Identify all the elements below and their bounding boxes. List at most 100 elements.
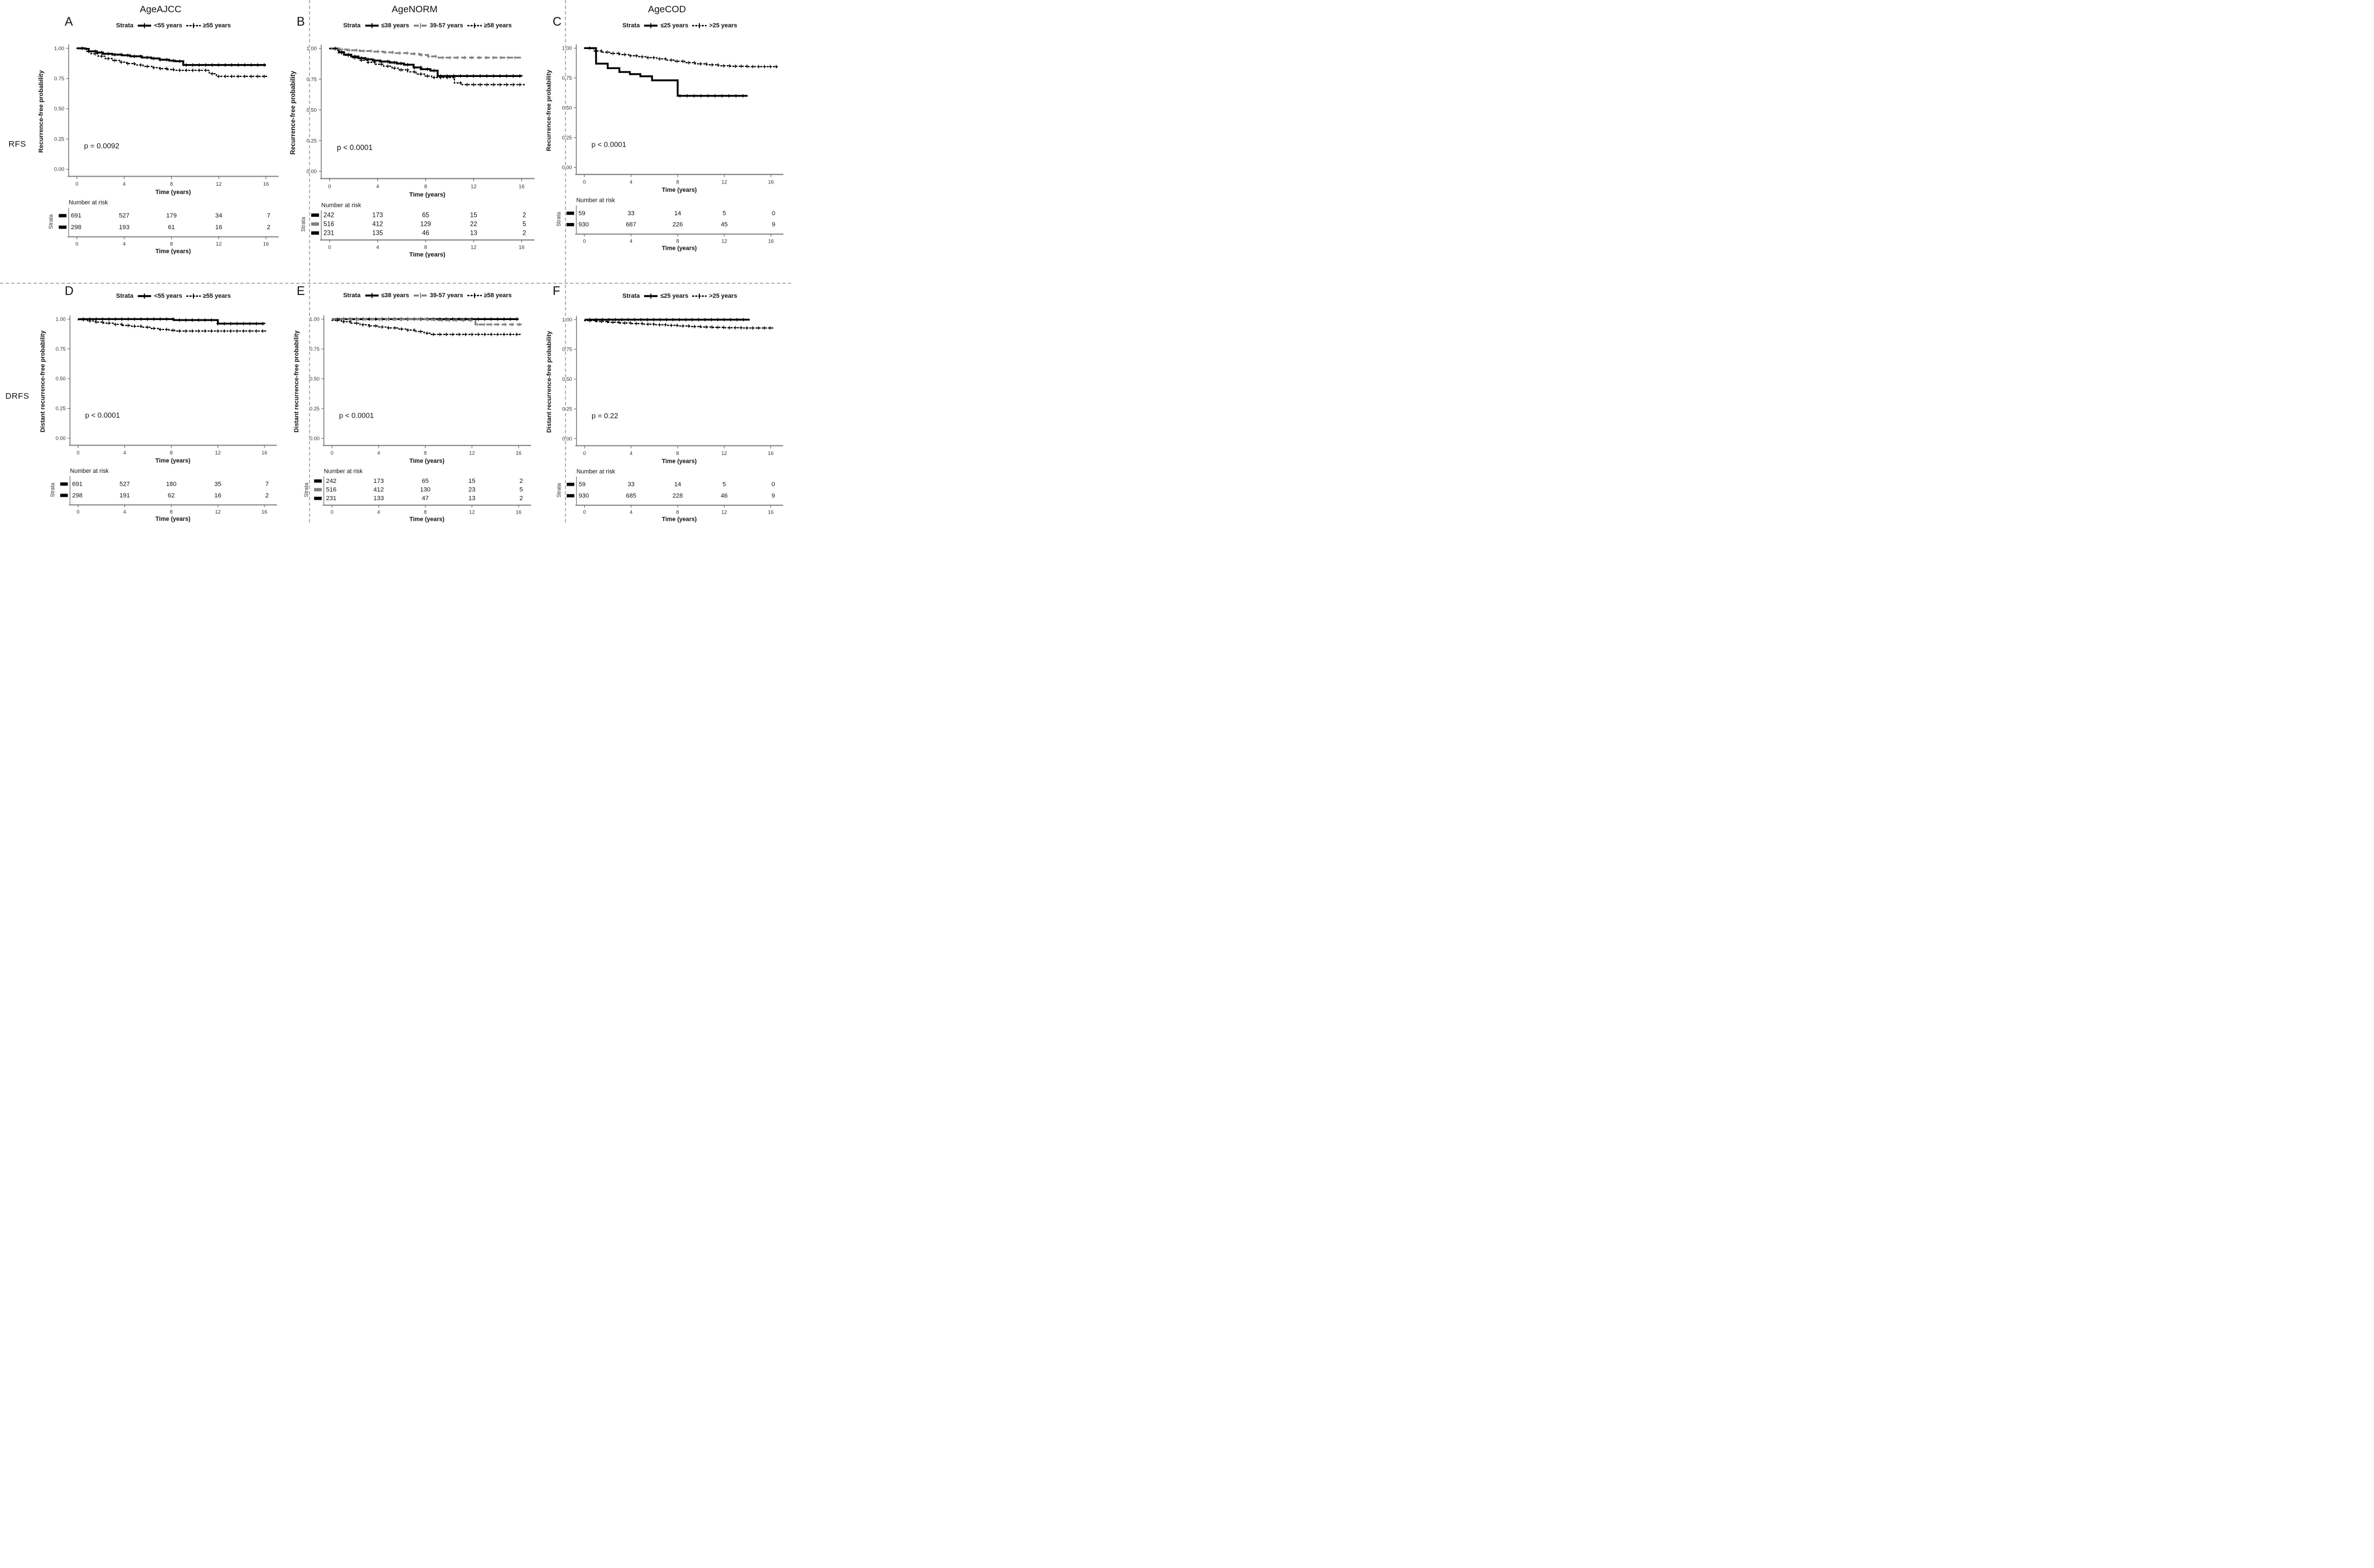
x-axis-title: Time (years) [156,189,191,196]
risk-value: 2 [519,495,523,502]
risk-value: 13 [468,495,475,502]
risk-table-title: Number at risk [321,202,361,209]
panel-c: AgeCOD C Strata ≤25 years >25 years 0.00 0… [543,0,791,283]
legend-entry-label: ≤38 years [381,22,409,29]
legend-key-solid-line-icon [138,293,152,299]
column-divider-1 [309,0,310,522]
risk-value: 180 [166,481,177,488]
risk-value: 46 [422,230,429,236]
y-axis-title: Distant recurrence-free probability [293,330,300,433]
y-tick-label: 0.75 [307,76,317,83]
risk-value: 5 [723,210,726,217]
risk-value: 2 [519,478,523,485]
legend-entry: ≥58 years [467,22,512,29]
y-tick-label: 0.75 [562,347,572,352]
y-tick-label: 0.50 [307,107,317,113]
risk-value: 412 [373,221,383,228]
legend-entry: ≥55 years [186,22,231,29]
panel-a: AgeAJCC A Strata <55 years ≥55 years 0.00… [35,0,287,283]
legend-key-dotted-line-icon [186,23,201,28]
risk-value: 516 [326,487,337,493]
risk-value: 242 [326,478,337,485]
legend-entry-label: >25 years [709,22,737,29]
y-tick-label: 0.00 [562,164,572,170]
y-tick-label: 1.00 [562,317,572,322]
legend-key-dotted-line-icon [467,293,482,298]
row-label-cell-drfs: DRFS [0,283,35,522]
x-tick-label: 16 [263,181,269,187]
y-tick-label: 0.75 [54,76,64,81]
legend-entry: ≥58 years [467,292,512,299]
legend-entry-label: ≤25 years [660,292,689,299]
risk-value: 133 [374,495,384,502]
risk-value: 527 [119,481,130,488]
risk-value: 13 [470,230,477,236]
p-value-label: p = 0.22 [592,412,618,420]
risk-x-tick-label: 8 [676,509,679,515]
panel-f-legend: Strata ≤25 years >25 years [544,286,790,306]
panel-a-chart: 0.00 0.25 0.50 0.75 1.00 Recurrence-free prob… [38,44,279,254]
risk-value: 65 [422,212,429,219]
risk-x-tick-label: 12 [721,509,727,515]
y-tick-label: 0.25 [562,406,572,412]
y-tick-label: 1.00 [56,317,66,322]
risk-value: 59 [578,210,585,217]
y-tick-label: 0.50 [562,376,572,382]
legend-entry-label: ≥58 years [483,22,512,29]
y-tick-label: 0.25 [56,406,66,412]
km-curve-2 [77,319,268,332]
risk-x-tick-label: 16 [262,509,267,515]
panel-f: F Strata ≤25 years >25 years 0.00 0.25 0.50… [543,283,791,522]
x-tick-label: 12 [471,183,477,190]
risk-value: 685 [626,492,636,499]
column-title-agecod: AgeCOD [647,4,686,14]
panel-c-chart: 0.00 0.25 0.50 0.75 1.00 Recurrence-free prob… [546,44,784,251]
x-tick-label: 4 [630,451,632,456]
risk-value: 173 [373,212,383,219]
risk-x-tick-label: 16 [768,238,773,244]
legend-key-dotted-line-icon [692,293,707,299]
y-tick-label: 1.00 [307,46,317,52]
legend-key-solid-line-icon [644,293,658,299]
risk-x-tick-label: 4 [123,509,126,515]
x-axis-title: Time (years) [156,458,191,464]
risk-value: 14 [674,481,681,488]
risk-x-tick-label: 12 [469,509,475,515]
risk-value: 231 [323,230,334,236]
legend-entry: <55 years [137,22,182,29]
y-tick-label: 0.50 [54,106,64,112]
x-tick-label: 16 [519,183,525,190]
risk-x-tick-label: 0 [583,509,586,515]
panel-b-letter: B [297,14,305,28]
x-axis-title: Time (years) [409,458,444,464]
panel-a-letter: A [65,14,73,28]
risk-value: 0 [772,481,775,488]
panel-e-legend: Strata ≤38 years 39-57 years ≥58 years [288,286,541,306]
y-axis-title: Recurrence-free probability [290,70,297,154]
legend-entry: 39-57 years [413,292,463,299]
risk-value: 173 [374,478,384,485]
x-tick-label: 8 [170,181,173,187]
risk-value: 687 [626,221,636,228]
y-tick-label: 0.50 [310,376,320,381]
risk-value: 61 [168,224,175,231]
y-axis-title: Recurrence-free probability [546,69,553,151]
legend-entry: >25 years [692,293,737,299]
legend-title: Strata [343,22,361,29]
risk-x-tick-label: 0 [331,509,333,515]
x-tick-label: 4 [376,183,379,190]
legend-title: Strata [343,292,361,299]
column-divider-2 [565,0,566,522]
y-tick-label: 1.00 [310,316,320,322]
risk-value: 5 [523,221,526,228]
panel-e-chart: 0.00 0.25 0.50 0.75 1.00 Distant recurrence-f… [293,315,531,522]
risk-value: 15 [470,212,477,219]
y-tick-label: 1.00 [54,46,64,51]
legend-title: Strata [622,22,640,29]
panel-d-letter: D [65,284,74,298]
risk-value: 129 [420,221,431,228]
risk-value: 16 [214,492,221,499]
risk-value: 34 [215,212,223,219]
legend-entry-label: >25 years [709,292,737,299]
legend-entry: ≤25 years [644,22,688,29]
